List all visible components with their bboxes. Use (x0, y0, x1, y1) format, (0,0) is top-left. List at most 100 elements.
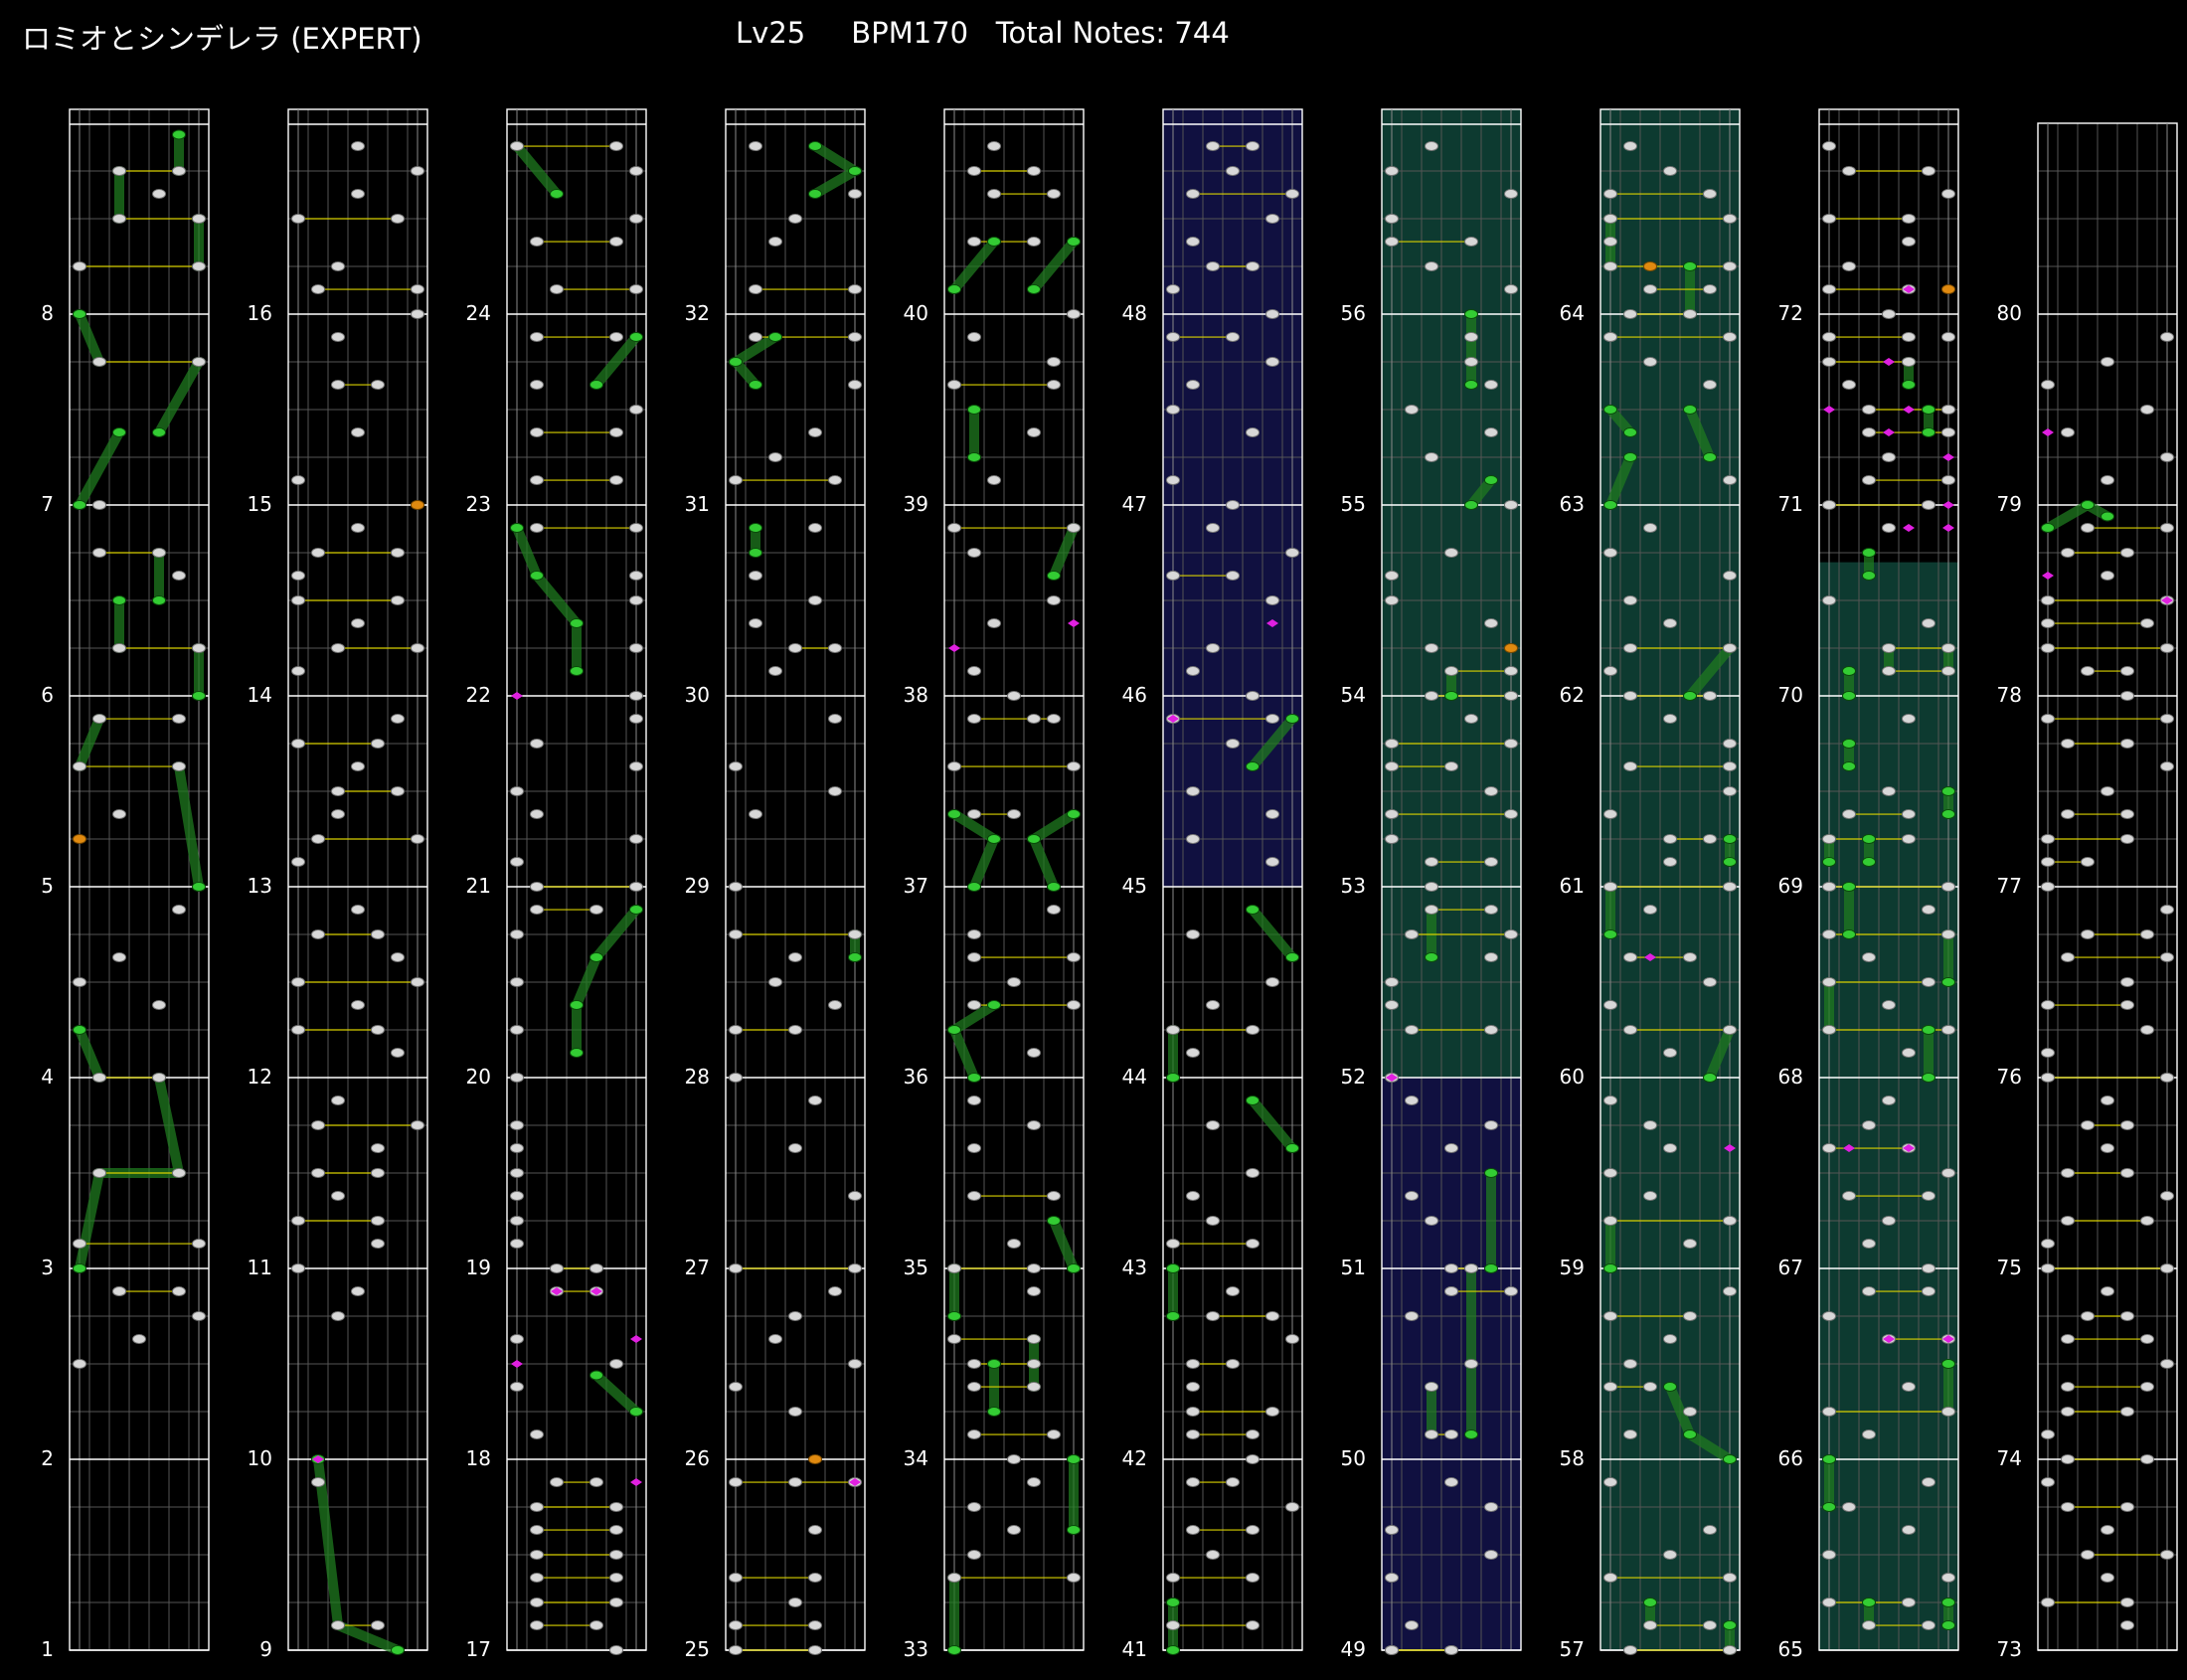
tap-note (152, 1000, 166, 1011)
tap-note (530, 427, 544, 438)
tap-note (1425, 141, 1438, 152)
tap-note (1941, 189, 1955, 200)
slide-body (154, 357, 204, 438)
tap-note (1484, 1502, 1498, 1512)
slide-note (947, 1311, 961, 1321)
tap-note (530, 332, 544, 343)
measure-number: 45 (1122, 874, 1147, 898)
skill-note (808, 1454, 822, 1464)
tap-note (2061, 1382, 2075, 1393)
tap-note (967, 166, 981, 176)
tap-note (311, 929, 325, 939)
measure-number: 43 (1122, 1256, 1147, 1279)
tap-note (371, 739, 385, 749)
slide-note (987, 1407, 1001, 1417)
tap-note (2140, 929, 2154, 939)
flick-note (1843, 1144, 1855, 1153)
tap-note (311, 834, 325, 844)
tap-note (1723, 786, 1737, 796)
tap-note (2041, 1239, 2055, 1250)
measure-number: 54 (1341, 683, 1366, 707)
tap-note (510, 1025, 524, 1035)
tap-note (967, 1191, 981, 1202)
flick-note (1068, 619, 1080, 628)
tap-note (1186, 380, 1200, 391)
tap-note (92, 357, 106, 367)
section-shade (1600, 109, 1740, 1650)
tap-note (1265, 1311, 1279, 1321)
tap-note (1822, 1407, 1836, 1417)
tap-note (1166, 1620, 1180, 1631)
tap-note (510, 1120, 524, 1130)
slide-note (1922, 427, 1935, 438)
measure-number: 19 (466, 1256, 491, 1279)
tap-note (1882, 523, 1896, 534)
tap-note (808, 1645, 822, 1655)
tap-note (788, 1407, 802, 1417)
tap-note (391, 595, 405, 605)
tap-note (1902, 1597, 1916, 1607)
tap-note (2160, 1073, 2174, 1083)
tap-note (1166, 571, 1180, 582)
section-shade (1819, 562, 1958, 1650)
tap-note (1603, 237, 1617, 248)
measure-number: 22 (466, 683, 491, 707)
slide-body (591, 905, 641, 963)
slide-note (947, 284, 961, 295)
slide-body (75, 714, 104, 772)
slide-note (550, 189, 564, 200)
tap-note (808, 1620, 822, 1631)
measure-number: 61 (1560, 874, 1585, 898)
slide-note (749, 380, 762, 391)
tap-note (2081, 857, 2095, 868)
tap-note (371, 1143, 385, 1154)
tap-note (1464, 714, 1478, 725)
tap-note (1862, 1239, 1876, 1250)
tap-note (749, 618, 762, 629)
slide-body (969, 834, 999, 892)
flick-note (511, 1360, 523, 1368)
tap-note (371, 1168, 385, 1178)
measure-number: 13 (248, 874, 272, 898)
tap-note (967, 1095, 981, 1106)
slide-note (947, 1645, 961, 1655)
tap-note (291, 595, 305, 605)
tap-note (92, 714, 106, 725)
tap-note (1425, 261, 1438, 271)
tap-note (1444, 1429, 1458, 1440)
tap-note (2041, 882, 2055, 892)
tap-note (73, 1239, 86, 1250)
tap-note (1902, 1525, 1916, 1536)
tap-note (371, 1239, 385, 1250)
tap-note (1007, 1525, 1021, 1536)
measure-number: 40 (904, 301, 928, 325)
tap-note (510, 1382, 524, 1393)
tap-note (411, 977, 424, 987)
tap-note (848, 189, 862, 200)
measure-number: 51 (1341, 1256, 1366, 1279)
slide-note (1842, 761, 1856, 772)
section-shade (1163, 109, 1302, 887)
tap-note (1067, 1573, 1081, 1584)
tap-note (1464, 1359, 1478, 1369)
tap-note (589, 1477, 603, 1488)
slide-note (1822, 857, 1836, 868)
tap-note (729, 1620, 743, 1631)
tap-note (1941, 475, 1955, 486)
tap-note (1941, 405, 1955, 415)
tap-note (2120, 1311, 2134, 1321)
tap-note (1603, 214, 1617, 224)
measure-number: 29 (685, 874, 710, 898)
tap-note (1941, 1168, 1955, 1178)
tap-note (947, 523, 961, 534)
tap-note (2041, 1073, 2055, 1083)
measure-number: 53 (1341, 874, 1366, 898)
slide-note (967, 405, 981, 415)
slide-note (570, 1000, 584, 1011)
tap-note (510, 1334, 524, 1345)
tap-note (2081, 929, 2095, 939)
tap-note (1484, 427, 1498, 438)
tap-note (1027, 1120, 1041, 1130)
measure-number: 9 (259, 1637, 272, 1661)
tap-note (371, 1216, 385, 1226)
